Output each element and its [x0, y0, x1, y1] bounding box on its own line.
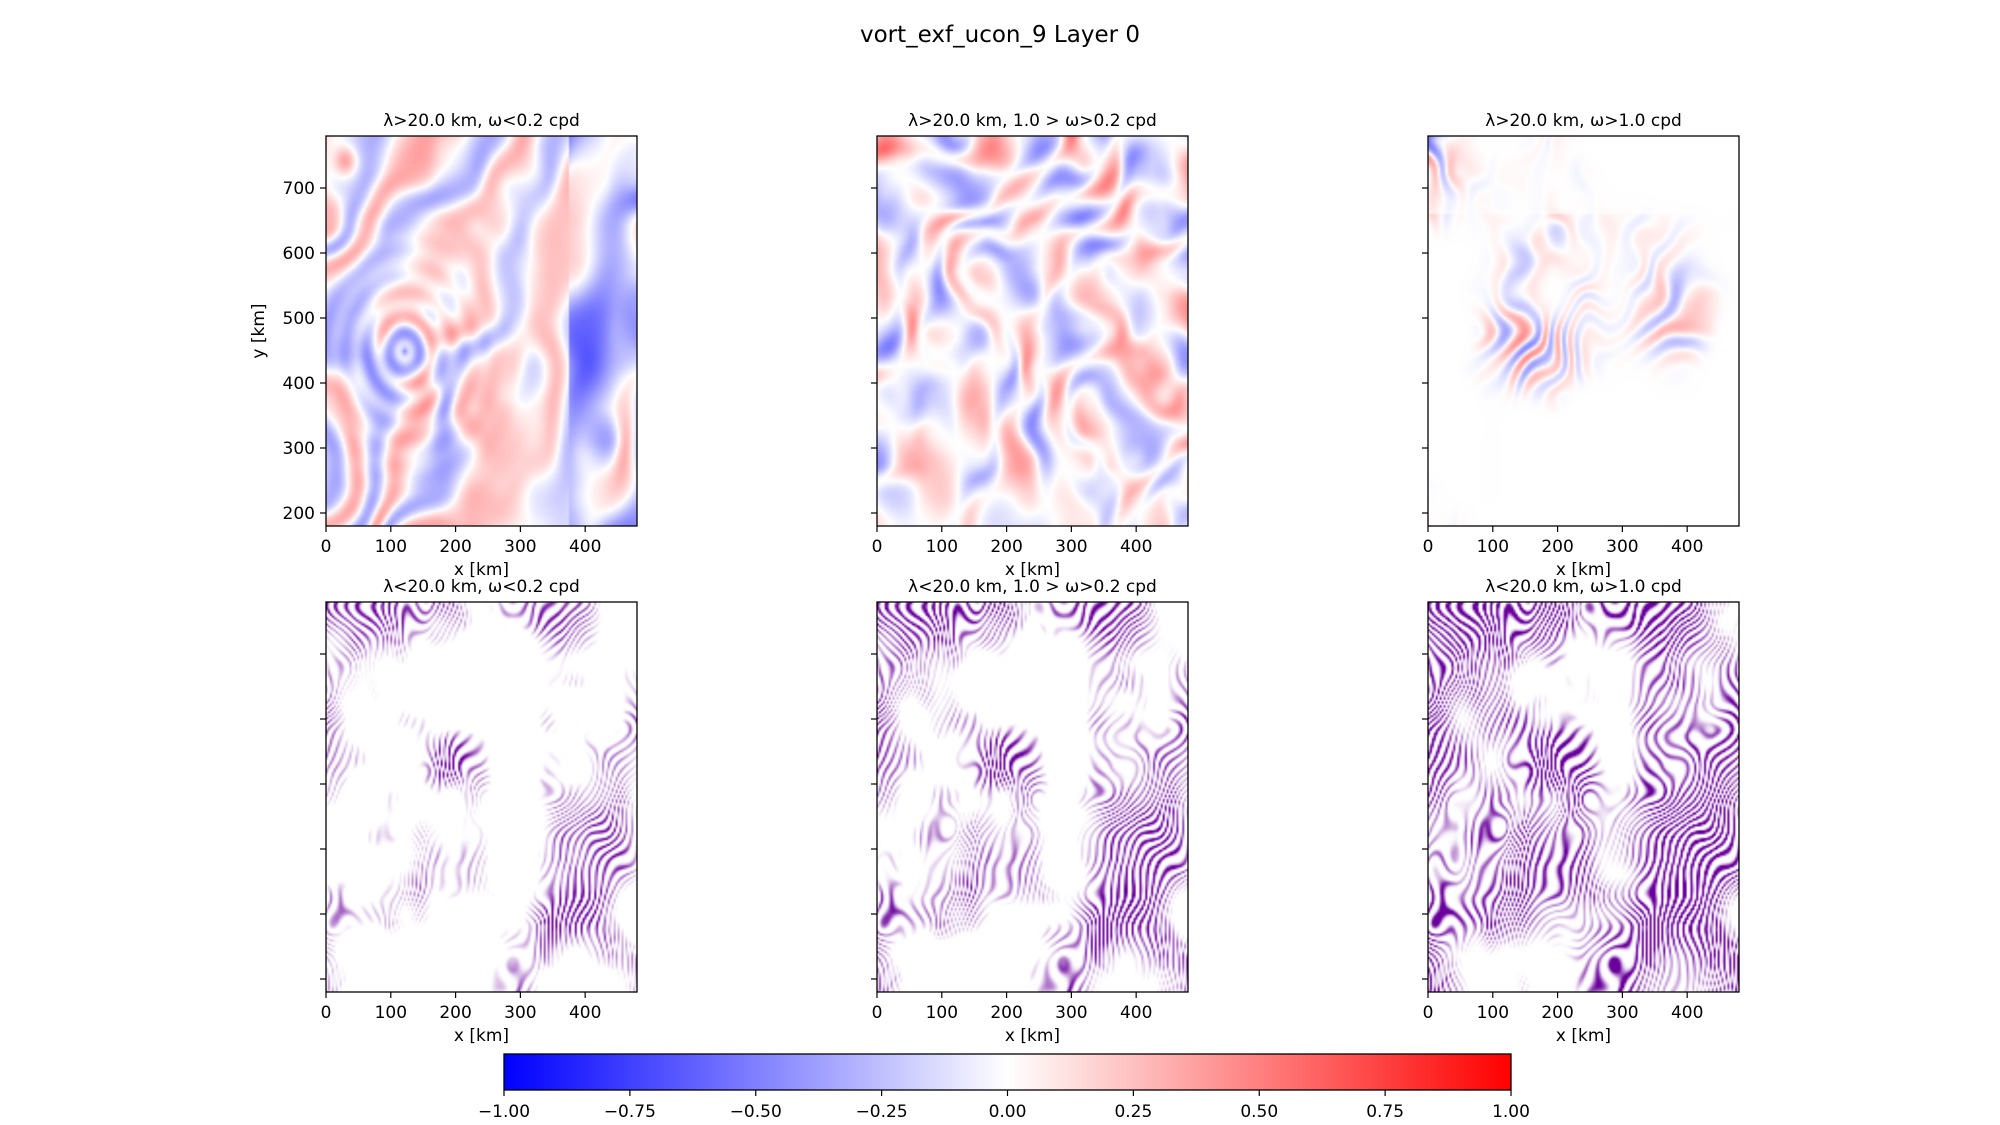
x-tick-label: 400	[569, 1003, 601, 1023]
panel-title: λ>20.0 km, ω<0.2 cpd	[383, 111, 580, 131]
panel-p12: λ<20.0 km, ω>1.0 cpd 0 100 200 300 400 x [km]	[1422, 577, 1740, 1046]
panel-title: λ<20.0 km, ω>1.0 cpd	[1485, 577, 1682, 597]
x-tick-label: 300	[504, 537, 536, 557]
axes-frame	[876, 135, 1189, 527]
x-tick-label: 300	[1055, 1003, 1087, 1023]
heatmap-p12	[1428, 602, 1739, 992]
panel-title: λ>20.0 km, 1.0 > ω>0.2 cpd	[908, 111, 1157, 131]
x-tick-label: 300	[1055, 537, 1087, 557]
x-tick-label: 100	[926, 1003, 958, 1023]
y-axis-label: y [km]	[249, 303, 269, 358]
x-axis-label: x [km]	[1005, 560, 1060, 580]
axes-frame	[1427, 135, 1740, 527]
x-axis-label: x [km]	[1005, 1026, 1060, 1046]
x-tick-label: 400	[1120, 1003, 1152, 1023]
x-tick-label: 400	[1671, 1003, 1703, 1023]
x-tick-label: 300	[1606, 1003, 1638, 1023]
panel-p01: λ>20.0 km, 1.0 > ω>0.2 cpd 0 100 200 300 400 x…	[871, 111, 1189, 580]
x-tick-label: 200	[1541, 537, 1573, 557]
panels: λ>20.0 km, ω<0.2 cpd 0 100 200 300 400 x [km] 2…	[249, 111, 1740, 1046]
x-tick-label: 100	[926, 537, 958, 557]
x-tick-label: 400	[569, 537, 601, 557]
x-axis-label: x [km]	[454, 560, 509, 580]
x-tick-label: 100	[1477, 537, 1509, 557]
colorbar-tick-label: −1.00	[478, 1102, 530, 1122]
panel-p00: λ>20.0 km, ω<0.2 cpd 0 100 200 300 400 x [km] 2…	[249, 111, 638, 580]
x-axis-label: x [km]	[1556, 1026, 1611, 1046]
y-tick-label: 300	[283, 439, 315, 459]
x-tick-label: 200	[439, 1003, 471, 1023]
panel-title: λ<20.0 km, 1.0 > ω>0.2 cpd	[908, 577, 1157, 597]
colorbar-tick-label: 0.50	[1240, 1102, 1278, 1122]
figure-title: vort_exf_ucon_9 Layer 0	[860, 22, 1140, 48]
x-axis-label: x [km]	[1556, 560, 1611, 580]
panel-title: λ>20.0 km, ω>1.0 cpd	[1485, 111, 1682, 131]
y-tick-label: 500	[283, 309, 315, 329]
x-tick-label: 100	[375, 1003, 407, 1023]
colorbar-gradient	[503, 1053, 1512, 1091]
heatmap-p01	[877, 136, 1188, 526]
x-tick-label: 0	[321, 1003, 332, 1023]
x-tick-label: 0	[1423, 537, 1434, 557]
colorbar-tick-label: −0.25	[856, 1102, 908, 1122]
x-tick-label: 400	[1120, 537, 1152, 557]
colorbar: −1.00 −0.75 −0.50 −0.25 0.00 0.25 0.50 0.75 1.00	[478, 1053, 1530, 1122]
x-tick-label: 200	[1541, 1003, 1573, 1023]
colorbar-tick-label: 0.75	[1366, 1102, 1404, 1122]
y-tick-label: 400	[283, 374, 315, 394]
colorbar-tick-label: −0.75	[604, 1102, 656, 1122]
colorbar-tick-label: −0.50	[730, 1102, 782, 1122]
x-tick-label: 300	[504, 1003, 536, 1023]
x-axis-label: x [km]	[454, 1026, 509, 1046]
heatmap-p11	[877, 602, 1188, 992]
heatmap-p00	[326, 136, 637, 526]
heatmap-p10	[326, 602, 637, 992]
colorbar-tick-label: 0.25	[1114, 1102, 1152, 1122]
x-tick-label: 0	[321, 537, 332, 557]
axes-frame	[876, 601, 1189, 993]
x-tick-label: 100	[375, 537, 407, 557]
y-tick-label: 700	[283, 179, 315, 199]
heatmap-p02	[1428, 136, 1739, 526]
x-tick-label: 100	[1477, 1003, 1509, 1023]
x-tick-label: 200	[439, 537, 471, 557]
axes-frame	[325, 601, 638, 993]
x-tick-label: 0	[872, 1003, 883, 1023]
panel-title: λ<20.0 km, ω<0.2 cpd	[383, 577, 580, 597]
axes-frame	[1427, 601, 1740, 993]
x-tick-label: 0	[872, 537, 883, 557]
x-tick-label: 200	[990, 537, 1022, 557]
x-tick-label: 400	[1671, 537, 1703, 557]
panel-p11: λ<20.0 km, 1.0 > ω>0.2 cpd 0 100 200 300 400 x…	[871, 577, 1189, 1046]
x-tick-label: 0	[1423, 1003, 1434, 1023]
colorbar-tick-label: 1.00	[1492, 1102, 1530, 1122]
y-tick-label: 200	[283, 504, 315, 524]
panel-p10: λ<20.0 km, ω<0.2 cpd 0 100 200 300 400 x [km]	[320, 577, 638, 1046]
x-tick-label: 300	[1606, 537, 1638, 557]
panel-p02: λ>20.0 km, ω>1.0 cpd 0 100 200 300 400 x [km]	[1422, 111, 1740, 580]
x-tick-label: 200	[990, 1003, 1022, 1023]
y-tick-label: 600	[283, 244, 315, 264]
colorbar-tick-label: 0.00	[989, 1102, 1027, 1122]
axes-frame	[325, 135, 638, 527]
